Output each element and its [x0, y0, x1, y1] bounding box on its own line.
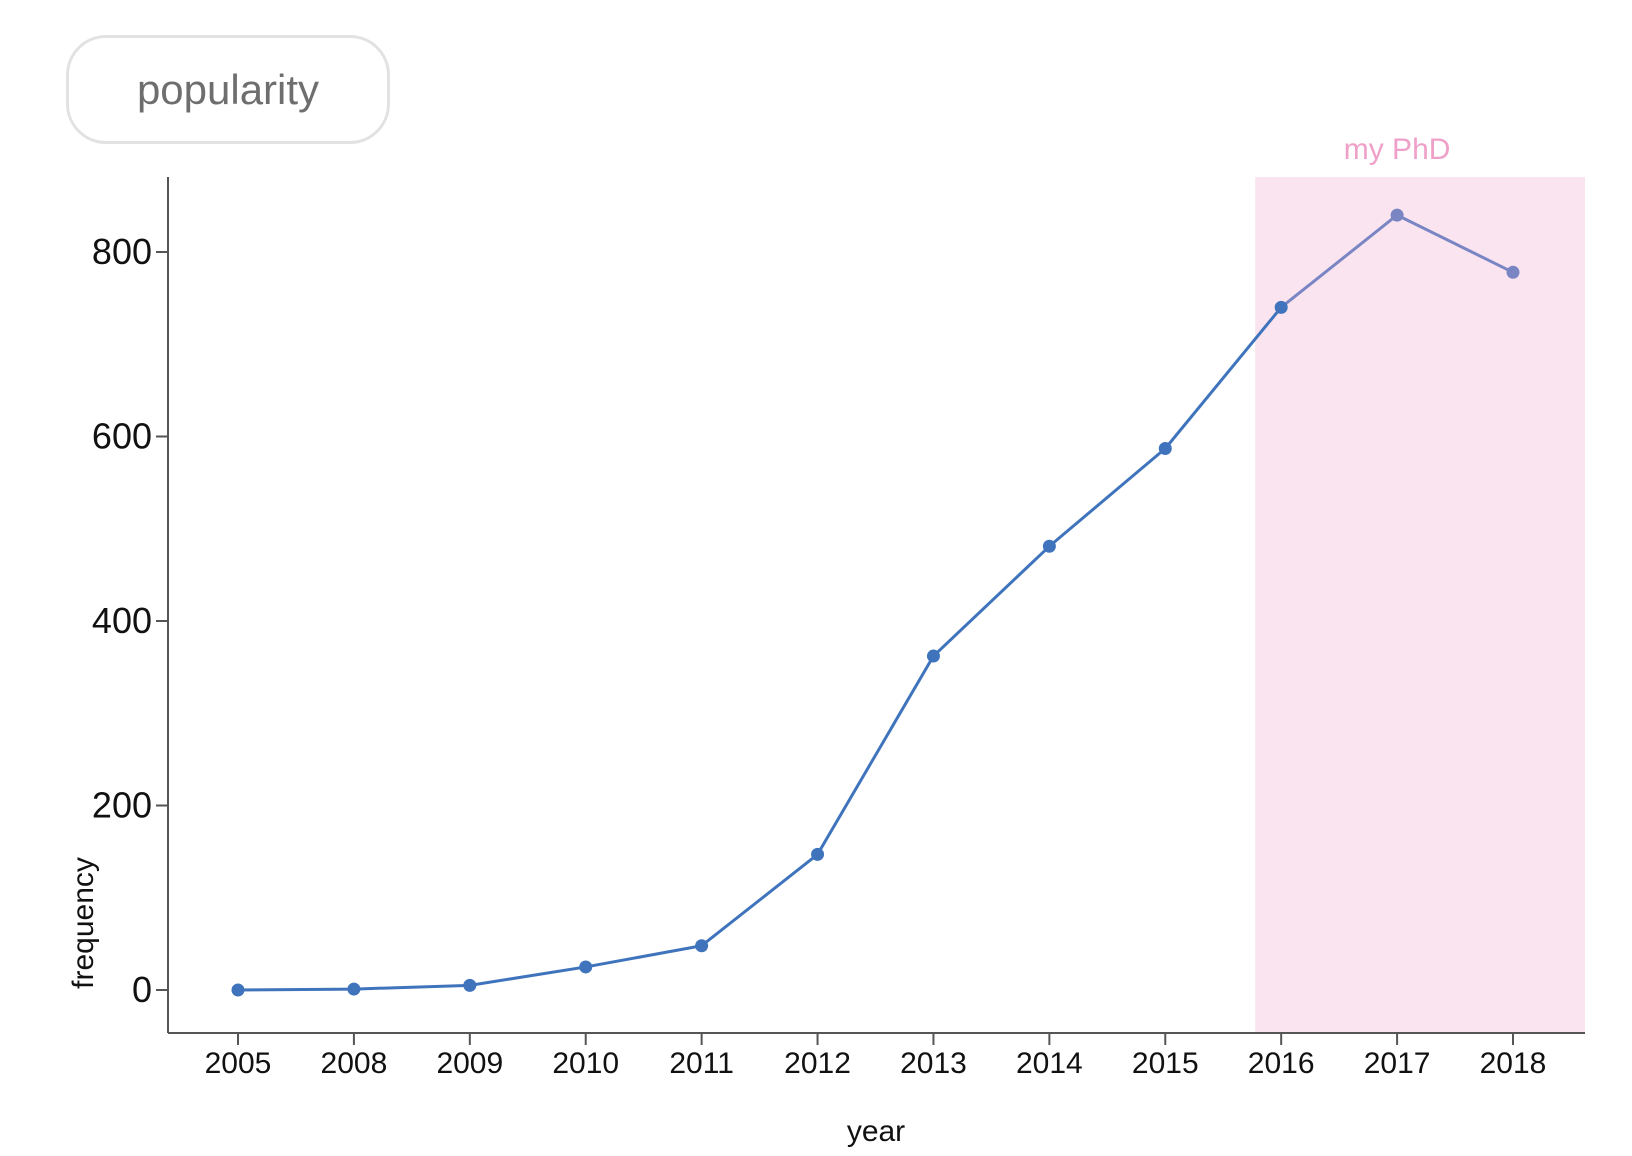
- data-point: [811, 847, 825, 861]
- x-tick-label: 2009: [436, 1047, 503, 1080]
- data-point: [1158, 441, 1172, 455]
- series-line-segment: [237, 987, 354, 992]
- data-point: [463, 978, 477, 992]
- x-tick-label: 2018: [1480, 1047, 1547, 1080]
- series-line-segment: [700, 853, 819, 947]
- x-tick-label: 2014: [1016, 1047, 1083, 1080]
- x-tick-label: 2012: [784, 1047, 851, 1080]
- x-tick-label: 2015: [1132, 1047, 1199, 1080]
- x-tick-label: 2017: [1364, 1047, 1431, 1080]
- series-line-segment: [932, 545, 1051, 658]
- series-line-segment: [585, 944, 702, 969]
- data-point: [347, 982, 361, 996]
- data-point: [1390, 208, 1404, 222]
- y-tick-label: 600: [92, 416, 152, 457]
- highlight-label: my PhD: [1344, 133, 1451, 166]
- x-axis-title: year: [847, 1115, 905, 1148]
- y-tick-label: 200: [92, 785, 152, 826]
- x-tick-label: 2016: [1248, 1047, 1315, 1080]
- data-point: [1274, 300, 1288, 314]
- data-point: [926, 649, 940, 663]
- series-line-segment: [353, 983, 470, 991]
- x-tick-label: 2011: [669, 1047, 734, 1080]
- x-tick-label: 2005: [205, 1047, 272, 1080]
- y-tick-label: 400: [92, 600, 152, 641]
- y-axis-title: frequency: [67, 857, 100, 989]
- data-point: [695, 939, 709, 953]
- y-tick-label: 800: [92, 231, 152, 272]
- x-tick-label: 2008: [321, 1047, 388, 1080]
- data-point: [231, 983, 245, 997]
- chart-title: popularity: [136, 65, 320, 113]
- data-point: [579, 960, 593, 974]
- chart-title-box: popularity: [66, 35, 390, 144]
- series-line-segment: [1048, 447, 1167, 548]
- highlight-band: [1255, 177, 1585, 1033]
- series-line-segment: [1164, 306, 1283, 450]
- data-point: [1506, 265, 1520, 279]
- x-tick-label: 2013: [900, 1047, 967, 1080]
- series-line-segment: [816, 655, 935, 856]
- data-point: [1042, 539, 1056, 553]
- x-tick-label: 2010: [552, 1047, 619, 1080]
- series-line-segment: [469, 965, 586, 987]
- y-tick-label: 0: [132, 969, 152, 1010]
- series-line-segment: [1280, 213, 1399, 309]
- series-line-segment: [1396, 213, 1514, 274]
